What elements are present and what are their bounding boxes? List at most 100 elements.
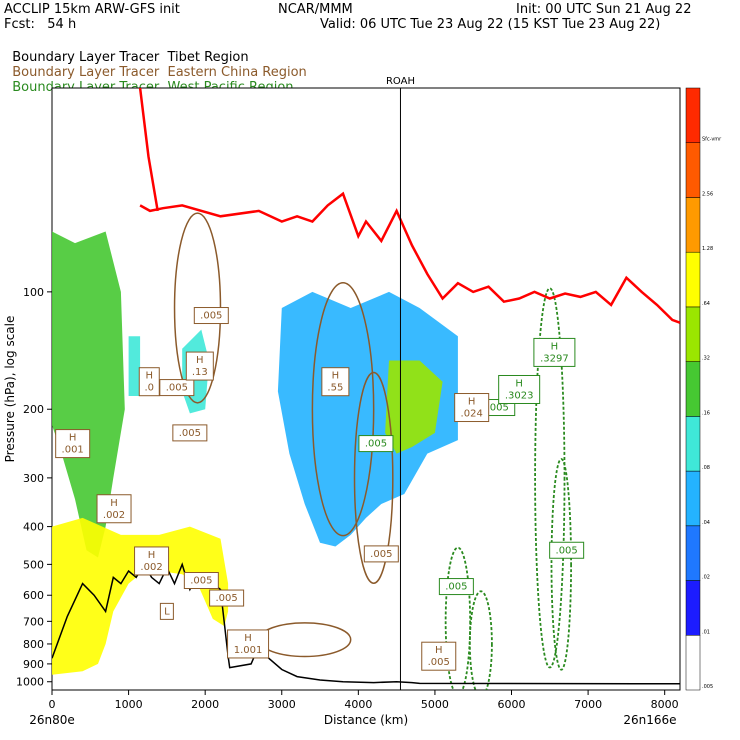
- extremum-label-6-text: H: [145, 371, 153, 382]
- y-tick-label: 1000: [16, 676, 44, 689]
- colorbar-label: .04: [702, 520, 710, 526]
- contour-label-2-text: .005: [200, 311, 222, 322]
- extremum-label-2-text: H: [148, 550, 156, 561]
- extremum-label-5-text: H: [196, 355, 204, 366]
- x-tick-label: 6000: [498, 698, 526, 711]
- colorbar-label: .005: [702, 684, 713, 690]
- header-left-line2: Fcst: 54 h: [4, 17, 77, 32]
- legend-eastern-china-region: Eastern China Region: [167, 65, 307, 80]
- extremum-label-0-text: .001: [62, 445, 84, 456]
- extremum-label-4-text: 1.001: [234, 645, 263, 656]
- extremum-label-4-text: H: [244, 633, 252, 644]
- colorbar-label: .16: [702, 410, 710, 416]
- extremum-label-2-box: [134, 546, 170, 576]
- contour-label-8-box: [183, 572, 219, 590]
- extremum-label-7-box: [321, 367, 350, 397]
- colorbar-segment: [685, 525, 701, 581]
- extremum-label-1-box: [96, 494, 132, 524]
- x-tick-label: 7000: [574, 698, 602, 711]
- tropopause-line: [139, 191, 680, 324]
- tropopause-left-segment: [138, 88, 159, 212]
- colorbar-label: .08: [702, 465, 710, 471]
- colorbar-label: 1.28: [702, 246, 713, 252]
- colorbar-segment: [685, 580, 701, 636]
- x-tick-label: 1000: [115, 698, 143, 711]
- contour-label-1-text: .005: [179, 428, 201, 439]
- y-tick-label: 600: [23, 589, 44, 602]
- legend-eastern-china-name: Boundary Layer Tracer: [12, 65, 160, 80]
- header-right-line1: Init: 00 UTC Sun 21 Aug 22: [516, 2, 692, 17]
- colorbar-segment: [685, 251, 701, 308]
- x-tick-label: 8000: [651, 698, 679, 711]
- extremum-label-5-box: [185, 351, 214, 381]
- x-end-label: 26n166e: [623, 713, 676, 727]
- colorbar-label: .32: [702, 356, 710, 362]
- x-axis-label: Distance (km): [324, 713, 408, 727]
- extremum-label-8-text: H: [551, 341, 559, 352]
- y-tick-label: 800: [23, 638, 44, 651]
- y-tick-label: 300: [23, 472, 44, 485]
- y-axis-label: Pressure (hPa), log scale: [3, 316, 17, 463]
- legend-tibet-region: Tibet Region: [167, 50, 249, 65]
- legend-tibet-name: Boundary Layer Tracer: [12, 50, 160, 65]
- extremum-label-9-text: .3023: [505, 390, 534, 401]
- colorbar-label: .02: [702, 575, 710, 581]
- eastern-china-contour-1: [311, 282, 375, 537]
- header-center-line1: NCAR/MMM: [278, 2, 353, 17]
- colorbar-segment: [685, 416, 701, 472]
- header-left-line1: ACCLIP 15km ARW-GFS init: [4, 2, 180, 17]
- header-right-line2: Valid: 06 UTC Tue 23 Aug 22 (15 KST Tue …: [320, 17, 661, 32]
- extremum-label-9-box: [498, 374, 541, 404]
- extremum-label-0-box: [55, 429, 91, 459]
- contour-label-6-box: [549, 541, 585, 559]
- colorbar-segment: [685, 142, 701, 198]
- y-tick-label: 700: [23, 615, 44, 628]
- extremum-label-3-text: H: [468, 397, 476, 408]
- y-tick-label: 400: [23, 521, 44, 534]
- extremum-label-8-text: .3297: [540, 353, 569, 364]
- contour-label-8-text: .005: [190, 576, 212, 587]
- tracer-blob-2: [277, 291, 458, 547]
- contour-label-1-box: [172, 424, 208, 442]
- extremum-label-1-text: .002: [103, 510, 125, 521]
- colorbar-segment: [685, 87, 701, 143]
- contour-label-3-box: [363, 545, 399, 563]
- colorbar-segment: [685, 306, 701, 362]
- eastern-china-contour-2: [353, 371, 394, 584]
- extremum-label-11-box: [159, 602, 174, 620]
- y-tick-label: 200: [23, 403, 44, 416]
- extremum-label-2-text: .002: [140, 562, 162, 573]
- y-tick-label: 500: [23, 558, 44, 571]
- colorbar-segment: [685, 635, 701, 691]
- extremum-label-3-box: [454, 393, 490, 423]
- tracer-blob-1: [52, 517, 229, 675]
- x-tick-label: 2000: [191, 698, 219, 711]
- contour-label-0-text: .005: [166, 383, 188, 394]
- tracer-blob-5: [128, 336, 141, 396]
- contour-label-3-text: .005: [370, 549, 392, 560]
- extremum-label-10-text: .005: [428, 657, 450, 668]
- colorbar-segment: [685, 361, 701, 417]
- extremum-label-11-text: L: [164, 606, 170, 617]
- extremum-label-0-text: H: [69, 433, 77, 444]
- roah-marker-label: ROAH: [386, 76, 415, 87]
- contour-label-6-text: .005: [556, 545, 578, 556]
- extremum-label-4-box: [227, 629, 270, 659]
- west-pacific-contour-3: [468, 590, 493, 690]
- contour-label-9-box: [209, 589, 245, 607]
- contour-label-0-box: [159, 379, 195, 397]
- contour-label-7-text: .005: [445, 582, 467, 593]
- contour-label-9-text: .005: [215, 593, 237, 604]
- west-pacific-contour-0: [534, 287, 566, 669]
- y-tick-label: 900: [23, 658, 44, 671]
- extremum-label-1-text: H: [110, 498, 118, 509]
- tracer-blob-3: [385, 360, 443, 454]
- contour-label-7-box: [438, 578, 474, 596]
- x-tick-label: 3000: [268, 698, 296, 711]
- contour-label-4-box: [358, 435, 394, 453]
- contour-label-4-text: .005: [365, 439, 387, 450]
- colorbar-label: .64: [702, 301, 710, 307]
- x-start-label: 26n80e: [29, 713, 75, 727]
- extremum-label-6-box: [138, 367, 160, 397]
- extremum-label-10-text: H: [435, 645, 443, 656]
